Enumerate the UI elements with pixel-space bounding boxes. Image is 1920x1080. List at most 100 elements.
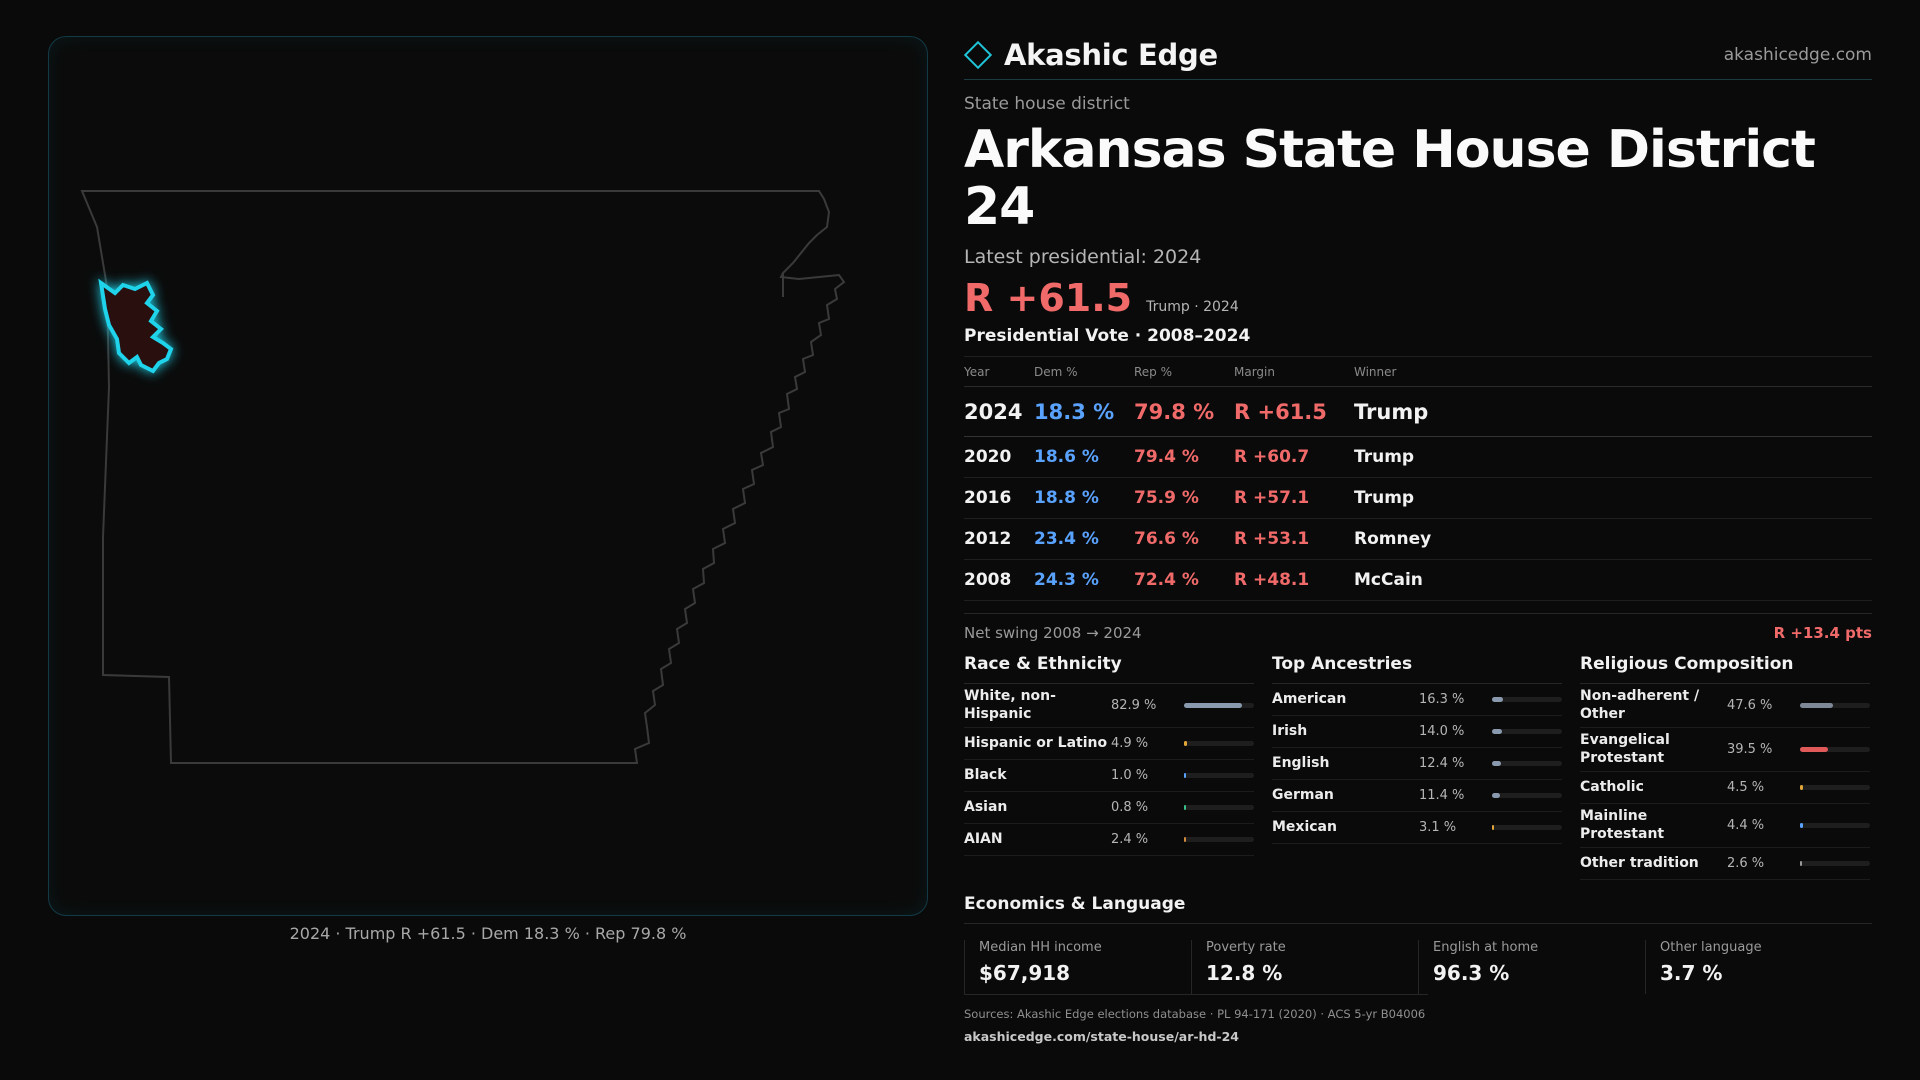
item-bar-track [1800, 747, 1870, 753]
cell-margin: R +57.1 [1234, 477, 1354, 520]
state-outline [80, 190, 846, 764]
item-bar-track [1800, 785, 1870, 791]
district-shape[interactable] [98, 278, 174, 374]
col-rep: Rep % [1134, 356, 1234, 388]
race-ethnicity-panel: Race & Ethnicity White, non-Hispanic 82.9… [964, 654, 1254, 880]
item-bar-fill [1184, 837, 1187, 843]
list-item[interactable]: Black 1.0 % [964, 760, 1254, 793]
list-item[interactable]: Evangelical Protestant 39.5 % [1580, 728, 1870, 773]
item-bar-track [1184, 773, 1254, 779]
item-percent: 39.5 % [1726, 742, 1773, 758]
item-percent: 16.3 % [1418, 692, 1465, 708]
item-bar-fill [1492, 729, 1503, 735]
list-item[interactable]: English 12.4 % [1272, 748, 1562, 781]
religion-heading: Religious Composition [1580, 654, 1870, 685]
item-bar-fill [1184, 703, 1243, 709]
map-panel[interactable] [48, 36, 928, 916]
econ-label: Poverty rate [1206, 940, 1286, 956]
margin-value: R +61.5 [964, 276, 1133, 321]
cell-winner: McCain [1354, 559, 1872, 602]
net-swing-label: Net swing 2008 → 2024 [964, 624, 1142, 643]
econ-label: Median HH income [979, 940, 1102, 956]
cell-margin: R +53.1 [1234, 518, 1354, 561]
cell-dem: 18.8 % [1034, 477, 1134, 520]
cell-margin: R +60.7 [1234, 436, 1354, 479]
item-bar-fill [1184, 773, 1187, 779]
col-winner: Winner [1354, 356, 1872, 388]
item-percent: 3.1 % [1418, 820, 1457, 836]
cell-rep: 79.4 % [1134, 436, 1234, 479]
brand[interactable]: Akashic Edge [963, 37, 1218, 72]
item-name: Evangelical Protestant [1580, 732, 1670, 766]
cell-year: 2016 [964, 477, 1034, 520]
item-percent: 4.5 % [1726, 780, 1765, 796]
table-row[interactable]: 2024 18.3 % 79.8 % R +61.5 Trump [964, 386, 1872, 438]
item-bar-fill [1492, 793, 1501, 799]
district-kind: State house district [964, 94, 1130, 114]
item-bar-fill [1184, 805, 1187, 811]
list-item[interactable]: Asian 0.8 % [964, 792, 1254, 825]
econ-label: English at home [1433, 940, 1539, 956]
item-bar-fill [1492, 697, 1504, 703]
econ-value: 12.8 % [1206, 961, 1283, 986]
table-row[interactable]: 2016 18.8 % 75.9 % R +57.1 Trump [964, 477, 1872, 520]
sources-url-link[interactable]: akashicedge.com/state-house/ar-hd-24 [964, 1029, 1239, 1044]
item-bar-fill [1800, 703, 1834, 709]
col-dem: Dem % [1034, 356, 1134, 388]
item-name: Hispanic or Latino [964, 735, 1108, 752]
item-name: AIAN [964, 831, 1003, 848]
cell-dem: 18.3 % [1034, 386, 1134, 438]
cell-year: 2024 [964, 386, 1034, 438]
headline-margin: R +61.5 Trump · 2024 [964, 276, 1872, 320]
race-ethnicity-heading: Race & Ethnicity [964, 654, 1254, 685]
item-bar-fill [1184, 741, 1188, 747]
item-name: American [1272, 691, 1347, 708]
item-bar-fill [1800, 747, 1829, 753]
item-bar-fill [1492, 825, 1495, 831]
brand-name: Akashic Edge [1004, 37, 1218, 72]
econ-value: 3.7 % [1660, 961, 1723, 986]
list-item[interactable]: Non-adherent / Other 47.6 % [1580, 684, 1870, 729]
table-row[interactable]: 2012 23.4 % 76.6 % R +53.1 Romney [964, 518, 1872, 561]
item-name: Black [964, 767, 1007, 784]
item-name: Mainline Protestant [1580, 808, 1665, 842]
list-item[interactable]: American 16.3 % [1272, 684, 1562, 717]
cell-rep: 75.9 % [1134, 477, 1234, 520]
list-item[interactable]: Mexican 3.1 % [1272, 812, 1562, 845]
latest-presidential-label: Latest presidential: 2024 [964, 246, 1202, 269]
margin-subtitle: Trump · 2024 [1146, 299, 1239, 316]
list-item[interactable]: White, non-Hispanic 82.9 % [964, 684, 1254, 729]
state-map[interactable] [49, 37, 929, 917]
list-item[interactable]: Catholic 4.5 % [1580, 772, 1870, 805]
ancestry-heading: Top Ancestries [1272, 654, 1562, 685]
list-item[interactable]: Other tradition 2.6 % [1580, 848, 1870, 881]
table-row[interactable]: 2008 24.3 % 72.4 % R +48.1 McCain [964, 559, 1872, 602]
list-item[interactable]: German 11.4 % [1272, 780, 1562, 813]
item-name: Mexican [1272, 819, 1337, 836]
cell-winner: Romney [1354, 518, 1872, 561]
list-item[interactable]: AIAN 2.4 % [964, 824, 1254, 857]
list-item[interactable]: Irish 14.0 % [1272, 716, 1562, 749]
list-item[interactable]: Mainline Protestant 4.4 % [1580, 804, 1870, 849]
list-item[interactable]: Hispanic or Latino 4.9 % [964, 728, 1254, 761]
item-percent: 14.0 % [1418, 724, 1465, 740]
table-row[interactable]: 2020 18.6 % 79.4 % R +60.7 Trump [964, 436, 1872, 479]
item-percent: 1.0 % [1110, 768, 1149, 784]
cell-year: 2020 [964, 436, 1034, 479]
cell-dem: 23.4 % [1034, 518, 1134, 561]
brand-url-link[interactable]: akashicedge.com [1723, 44, 1872, 65]
cell-margin: R +48.1 [1234, 559, 1354, 602]
econ-label: Other language [1660, 940, 1762, 956]
item-bar-track [1492, 825, 1562, 831]
cell-rep: 72.4 % [1134, 559, 1234, 602]
economics-cards: Median HH income $67,918 Poverty rate 12… [964, 940, 1872, 995]
item-percent: 47.6 % [1726, 698, 1773, 714]
item-name: Catholic [1580, 779, 1644, 796]
item-name: Non-adherent / Other [1580, 688, 1700, 722]
cell-winner: Trump [1354, 477, 1872, 520]
item-name: White, non-Hispanic [964, 688, 1056, 722]
item-percent: 4.4 % [1726, 818, 1765, 834]
item-name: German [1272, 787, 1334, 804]
item-bar-track [1800, 861, 1870, 867]
econ-card: English at home 96.3 % [1418, 940, 1645, 995]
